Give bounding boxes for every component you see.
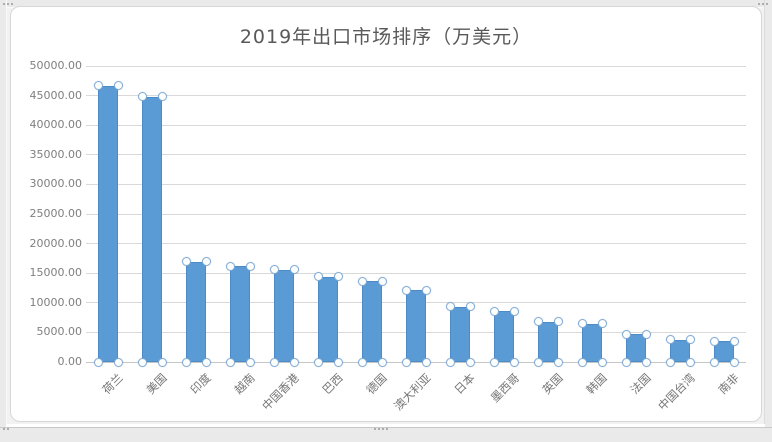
bar-越南[interactable]: [230, 266, 250, 362]
selection-handle[interactable]: [685, 335, 695, 344]
selection-handle[interactable]: [597, 319, 607, 329]
selection-handle[interactable]: [577, 319, 587, 329]
selection-handle[interactable]: [685, 357, 695, 367]
selection-handle[interactable]: [333, 272, 343, 282]
selection-handle[interactable]: [553, 357, 563, 367]
selection-handle[interactable]: [445, 357, 455, 367]
selection-handle[interactable]: [665, 335, 675, 344]
bar-巴西[interactable]: [318, 276, 338, 362]
bar-德国[interactable]: [362, 281, 382, 362]
frame-groove: [6, 424, 765, 427]
selection-handle[interactable]: [509, 357, 519, 367]
selection-handle[interactable]: [641, 329, 651, 339]
selection-handle[interactable]: [377, 357, 387, 367]
bar-中国香港[interactable]: [274, 269, 294, 362]
selection-handle[interactable]: [489, 357, 499, 367]
selection-handle[interactable]: [465, 357, 475, 367]
selection-handle[interactable]: [269, 265, 279, 275]
selection-handle[interactable]: [709, 336, 719, 346]
selection-handle[interactable]: [533, 317, 543, 327]
bar-美国[interactable]: [142, 96, 162, 362]
image-resize-handle[interactable]: [3, 428, 9, 430]
bar-中国台湾[interactable]: [670, 339, 690, 362]
bar-印度[interactable]: [186, 261, 206, 362]
selection-handle[interactable]: [421, 285, 431, 295]
selection-handle[interactable]: [509, 306, 519, 316]
selection-handle[interactable]: [709, 357, 719, 367]
selection-handle[interactable]: [533, 357, 543, 367]
selection-handle[interactable]: [269, 357, 279, 367]
bar-墨西哥[interactable]: [494, 311, 514, 362]
bar-日本[interactable]: [450, 306, 470, 362]
selection-handle[interactable]: [313, 357, 323, 367]
selection-handle[interactable]: [729, 336, 739, 346]
selection-handle[interactable]: [137, 357, 147, 367]
selection-handle[interactable]: [289, 357, 299, 367]
selection-handle[interactable]: [357, 276, 367, 286]
selection-handle[interactable]: [289, 265, 299, 275]
selection-handle[interactable]: [225, 261, 235, 271]
bar-澳大利亚[interactable]: [406, 290, 426, 362]
frame-left: [0, 0, 7, 442]
selection-handle[interactable]: [181, 257, 191, 267]
selection-handle[interactable]: [113, 357, 123, 367]
selection-handle[interactable]: [489, 306, 499, 316]
selection-handle[interactable]: [621, 357, 631, 367]
selection-handle[interactable]: [729, 357, 739, 367]
selection-handle[interactable]: [93, 81, 103, 91]
selection-handle[interactable]: [201, 257, 211, 267]
selection-handle[interactable]: [313, 272, 323, 282]
selection-handle[interactable]: [357, 357, 367, 367]
selection-handle[interactable]: [245, 261, 255, 271]
selection-handle[interactable]: [333, 357, 343, 367]
frame-bottom: [0, 427, 772, 442]
selection-handle[interactable]: [157, 92, 167, 102]
selection-handle[interactable]: [621, 329, 631, 339]
selection-handle[interactable]: [137, 92, 147, 102]
selection-handle[interactable]: [201, 357, 211, 367]
selection-handle[interactable]: [421, 357, 431, 367]
image-resize-handle[interactable]: [3, 3, 13, 5]
selection-handle[interactable]: [597, 357, 607, 367]
selection-handle[interactable]: [665, 357, 675, 367]
selection-handle[interactable]: [377, 276, 387, 286]
bar-韩国[interactable]: [582, 323, 602, 362]
bar-英国[interactable]: [538, 321, 558, 362]
selection-handle[interactable]: [445, 302, 455, 312]
selection-handle[interactable]: [465, 302, 475, 312]
selection-handle[interactable]: [113, 81, 123, 91]
chart-title: 2019年出口市场排序（万美元）: [239, 26, 533, 48]
bar-法国[interactable]: [626, 334, 646, 362]
selection-handle[interactable]: [181, 357, 191, 367]
bar-荷兰[interactable]: [98, 85, 118, 362]
bar-南非[interactable]: [714, 341, 734, 362]
selection-handle[interactable]: [577, 357, 587, 367]
image-resize-handle[interactable]: [758, 3, 768, 5]
selection-handle[interactable]: [225, 357, 235, 367]
selection-handle[interactable]: [245, 357, 255, 367]
selection-handle[interactable]: [157, 357, 167, 367]
frame-right: [764, 0, 772, 442]
selection-handle[interactable]: [401, 285, 411, 295]
selection-handle[interactable]: [93, 357, 103, 367]
image-resize-handle[interactable]: [374, 428, 388, 430]
selection-handle[interactable]: [641, 357, 651, 367]
selection-handle[interactable]: [401, 357, 411, 367]
selection-handle[interactable]: [553, 317, 563, 327]
